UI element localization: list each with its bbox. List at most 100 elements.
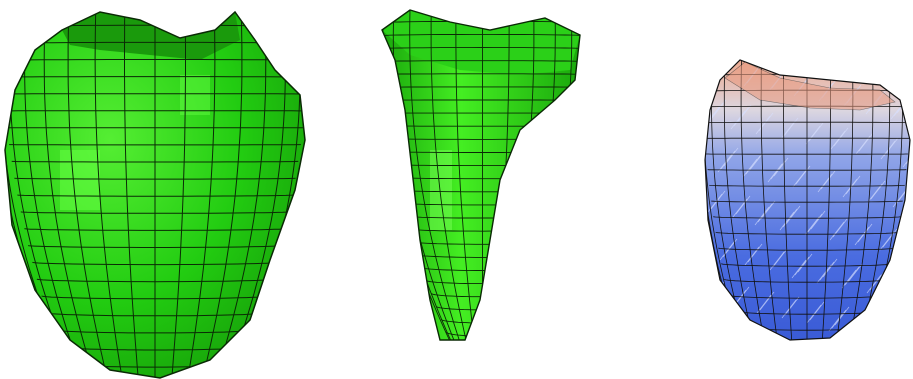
fiber-stroke — [833, 127, 849, 147]
fiber-outline — [704, 59, 911, 341]
mesh-parallel — [24, 228, 286, 231]
lv-mesh-panel — [0, 0, 320, 379]
mesh-parallel — [36, 278, 274, 283]
mesh-meridian — [455, 10, 475, 340]
fiber-stroke — [858, 132, 874, 152]
mesh-parallel — [452, 345, 514, 349]
mesh-parallel — [721, 263, 893, 267]
fiber-stroke — [891, 279, 907, 299]
mesh-parallel — [705, 60, 910, 61]
fiber-stroke — [710, 190, 726, 210]
fiber-stroke — [792, 168, 808, 188]
fiber-stroke — [736, 104, 752, 124]
mesh-meridian — [124, 12, 139, 378]
fiber-stroke — [784, 296, 800, 316]
fiber-stroke — [841, 269, 857, 289]
fiber-stroke — [857, 223, 873, 243]
fiber-stroke — [853, 317, 869, 337]
fiber-stroke — [866, 274, 882, 294]
mesh-meridian — [187, 12, 216, 378]
fiber-stroke — [829, 221, 845, 241]
mesh-parallel — [20, 211, 290, 214]
mesh-parallel — [0, 8, 310, 10]
lv-outline — [4, 10, 306, 379]
fiber-stroke — [854, 226, 870, 246]
fiber-stroke — [855, 135, 871, 155]
fiber-stroke — [816, 264, 832, 284]
fiber-stroke — [867, 183, 883, 203]
mesh-parallel — [14, 177, 296, 180]
mesh-meridian — [740, 60, 765, 340]
fiber-stroke — [845, 175, 861, 195]
mesh-meridian — [783, 60, 793, 340]
mesh-parallel — [11, 160, 299, 163]
fiber-stroke — [906, 60, 910, 74]
fiber-stroke — [785, 205, 801, 225]
fiber-stroke — [779, 211, 795, 231]
fiber-stroke — [847, 263, 863, 283]
fiber-stroke — [907, 233, 910, 253]
fiber-stroke — [734, 286, 750, 306]
fiber-stroke — [767, 163, 783, 183]
fiber-stroke — [830, 130, 846, 150]
fiber-surface — [705, 60, 910, 340]
fiber-stroke — [870, 180, 886, 200]
fiber-stroke — [878, 60, 894, 72]
fiber-stroke — [760, 200, 776, 220]
fiber-stroke — [773, 157, 789, 177]
fiber-stroke — [730, 110, 746, 130]
fiber-field-figure — [704, 59, 911, 346]
fiber-stroke — [719, 241, 735, 261]
fiber-stroke — [903, 60, 910, 77]
mesh-parallel — [709, 184, 905, 187]
rv-outline — [381, 9, 581, 341]
mesh-parallel — [723, 278, 891, 283]
fiber-stroke — [892, 188, 908, 208]
fiber-stroke — [894, 276, 910, 296]
fiber-stroke — [884, 316, 900, 336]
mesh-meridian — [43, 12, 96, 378]
lv-mesh-figure — [0, 8, 310, 379]
fiber-stroke — [717, 153, 733, 173]
fiber-stroke — [783, 117, 799, 137]
mesh-parallel — [713, 216, 901, 219]
fiber-stroke — [781, 299, 797, 319]
fiber-stroke — [856, 314, 872, 334]
mesh-meridian — [67, 12, 109, 378]
fiber-stroke — [805, 125, 821, 145]
fiber-stroke — [769, 251, 785, 271]
fiber-stroke — [834, 306, 850, 326]
fiber-stroke — [859, 311, 875, 331]
mesh-meridian — [214, 12, 267, 378]
mesh-parallel — [28, 245, 282, 248]
mesh-meridian — [171, 12, 186, 378]
fiber-stroke — [828, 312, 844, 332]
fiber-base-rim — [724, 61, 896, 111]
mesh-parallel — [382, 47, 580, 50]
mesh-parallel — [41, 295, 269, 300]
fiber-stroke — [831, 309, 847, 329]
mesh-parallel — [707, 169, 907, 171]
fiber-stroke — [772, 248, 788, 268]
fiber-stroke — [709, 281, 725, 301]
fiber-stroke — [735, 195, 751, 215]
mesh-meridian — [723, 60, 754, 340]
mesh-meridian — [760, 60, 778, 340]
mesh-parallel — [715, 231, 899, 235]
fiber-stroke — [904, 236, 910, 256]
mesh-meridian — [201, 12, 243, 378]
rv-mesh-grid — [382, 10, 580, 349]
mesh-parallel — [17, 194, 293, 197]
rv-mesh-panel — [370, 0, 590, 379]
mesh-parallel — [739, 342, 876, 346]
fiber-stroke — [819, 261, 835, 281]
mesh-meridian — [860, 60, 891, 340]
fiber-stroke — [879, 231, 895, 251]
mesh-meridian — [94, 12, 123, 378]
fiber-stroke — [883, 137, 899, 157]
mesh-meridian — [409, 10, 462, 340]
fiber-stroke — [881, 319, 897, 339]
fiber-stroke — [747, 243, 763, 263]
fiber-stroke — [807, 213, 823, 233]
fiber-stroke — [822, 258, 838, 278]
